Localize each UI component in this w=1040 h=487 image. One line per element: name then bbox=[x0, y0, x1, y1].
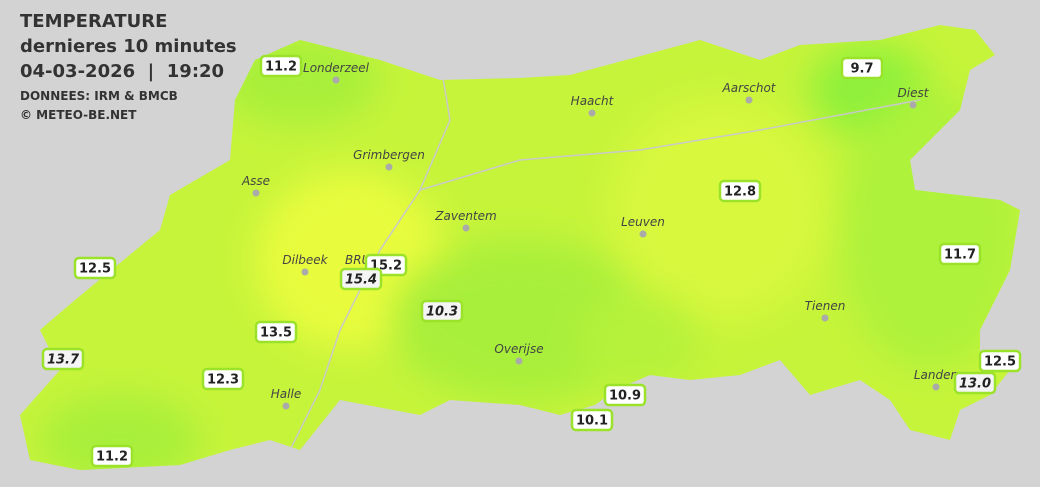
reading-box bbox=[718, 179, 762, 203]
city-name: Tienen bbox=[805, 299, 846, 313]
reading-value: 11.2 bbox=[96, 450, 128, 465]
city-dot bbox=[909, 101, 917, 109]
source: DONNEES: IRM & BMCB bbox=[20, 89, 178, 103]
city-name: Diest bbox=[898, 86, 930, 100]
reading-value: 15.4 bbox=[345, 273, 377, 288]
city-name: Halle bbox=[271, 387, 301, 401]
reading-box bbox=[201, 367, 245, 391]
reading-box bbox=[73, 256, 117, 280]
reading-value: 11.2 bbox=[265, 60, 297, 75]
reading-box bbox=[603, 383, 647, 407]
reading-value: 11.7 bbox=[944, 248, 976, 263]
reading-box bbox=[938, 242, 982, 266]
city-name: Asse bbox=[241, 174, 270, 188]
reading-value: 12.8 bbox=[724, 185, 756, 200]
city-dot bbox=[515, 357, 523, 365]
reading-value: 10.3 bbox=[426, 305, 458, 320]
city-dot bbox=[639, 230, 647, 238]
reading-box bbox=[570, 408, 614, 432]
datetime: 04-03-2026 | 19:20 bbox=[20, 61, 224, 82]
reading-box bbox=[259, 54, 303, 78]
cities: Londerzeel Haacht Aarschot Diest Grimbergen A… bbox=[241, 61, 958, 410]
reading-value: 10.9 bbox=[609, 389, 641, 404]
reading-box bbox=[90, 444, 134, 468]
reading-box bbox=[420, 299, 464, 323]
city-name: Grimbergen bbox=[353, 148, 425, 162]
reading-box bbox=[41, 347, 85, 371]
reading-value: 12.3 bbox=[207, 373, 239, 388]
city-dot bbox=[332, 76, 340, 84]
city-name: Londerzeel bbox=[303, 61, 370, 75]
city-name: Landen bbox=[914, 368, 958, 382]
city-name: Dilbeek bbox=[282, 253, 328, 267]
city-name: Haacht bbox=[571, 94, 615, 108]
city-name: Zaventem bbox=[434, 209, 496, 223]
city-name: Aarschot bbox=[722, 81, 777, 95]
city-dot bbox=[462, 224, 470, 232]
copyright: © METEO-BE.NET bbox=[20, 108, 137, 122]
city-dot bbox=[932, 383, 940, 391]
reading-value: 13.7 bbox=[47, 353, 80, 368]
city-dot bbox=[252, 189, 260, 197]
readings: 11.2 9.712.811.712.5 15.215.410.313.513.71… bbox=[41, 54, 1022, 468]
city-dot bbox=[821, 314, 829, 322]
city-name: BRU bbox=[345, 253, 371, 267]
city-dot bbox=[385, 163, 393, 171]
reading-value: 13.5 bbox=[260, 326, 292, 341]
city-dot bbox=[588, 109, 596, 117]
reading-box bbox=[840, 56, 884, 80]
title: TEMPERATURE bbox=[20, 11, 167, 32]
subtitle: dernieres 10 minutes bbox=[20, 36, 237, 57]
reading-value: 10.1 bbox=[576, 414, 608, 429]
reading-box bbox=[254, 320, 298, 344]
reading-value: 12.5 bbox=[984, 355, 1016, 370]
city-dot bbox=[282, 402, 290, 410]
city-dot bbox=[301, 268, 309, 276]
city-name: Leuven bbox=[621, 215, 665, 229]
reading-value: 12.5 bbox=[79, 262, 111, 277]
city-name: Overijse bbox=[494, 342, 543, 356]
reading-box bbox=[339, 267, 383, 291]
reading-box bbox=[978, 349, 1022, 373]
city-dot bbox=[745, 96, 753, 104]
reading-box bbox=[953, 371, 997, 395]
reading-value: 13.0 bbox=[959, 377, 991, 392]
reading-value: 9.7 bbox=[850, 62, 873, 77]
